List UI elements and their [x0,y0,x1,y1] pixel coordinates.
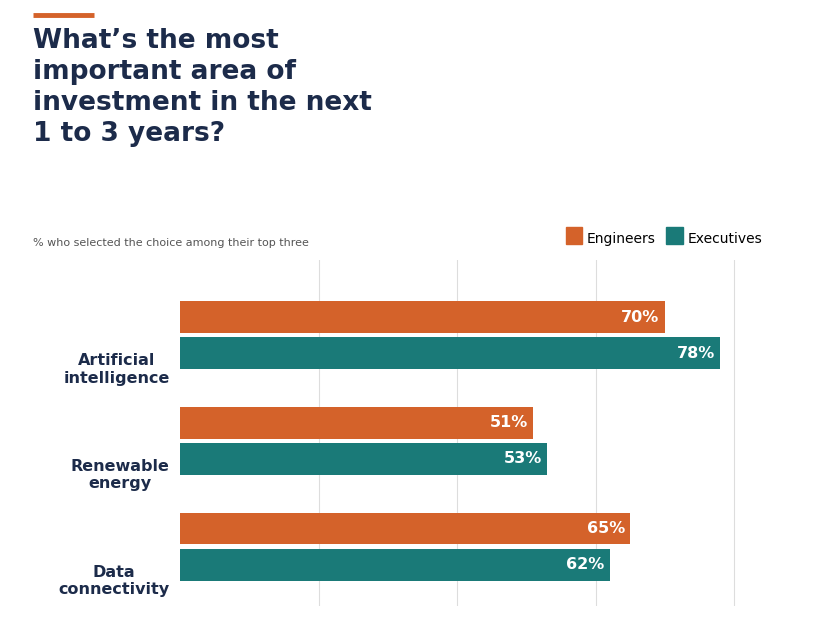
Text: Data
connectivity: Data connectivity [58,565,169,597]
Circle shape [147,261,151,308]
Bar [180,407,533,439]
Text: 78%: 78% [676,346,715,361]
Bar [180,337,721,370]
Bar [180,443,547,475]
Circle shape [147,472,151,519]
Circle shape [147,367,151,413]
Text: What’s the most
important area of
investment in the next
1 to 3 years?: What’s the most important area of invest… [33,28,371,147]
Bar [180,512,631,544]
Text: Artificial
intelligence: Artificial intelligence [63,353,169,386]
Text: 51%: 51% [489,415,528,431]
Bar [180,549,609,580]
Text: 65%: 65% [587,521,625,536]
Bar [180,302,665,333]
Legend: Engineers, Executives: Engineers, Executives [565,232,762,246]
Text: 53%: 53% [503,452,542,467]
Text: Renewable
energy: Renewable energy [70,459,169,491]
Text: 70%: 70% [621,310,659,325]
Text: % who selected the choice among their top three: % who selected the choice among their to… [33,238,308,248]
Text: 62%: 62% [566,557,604,572]
